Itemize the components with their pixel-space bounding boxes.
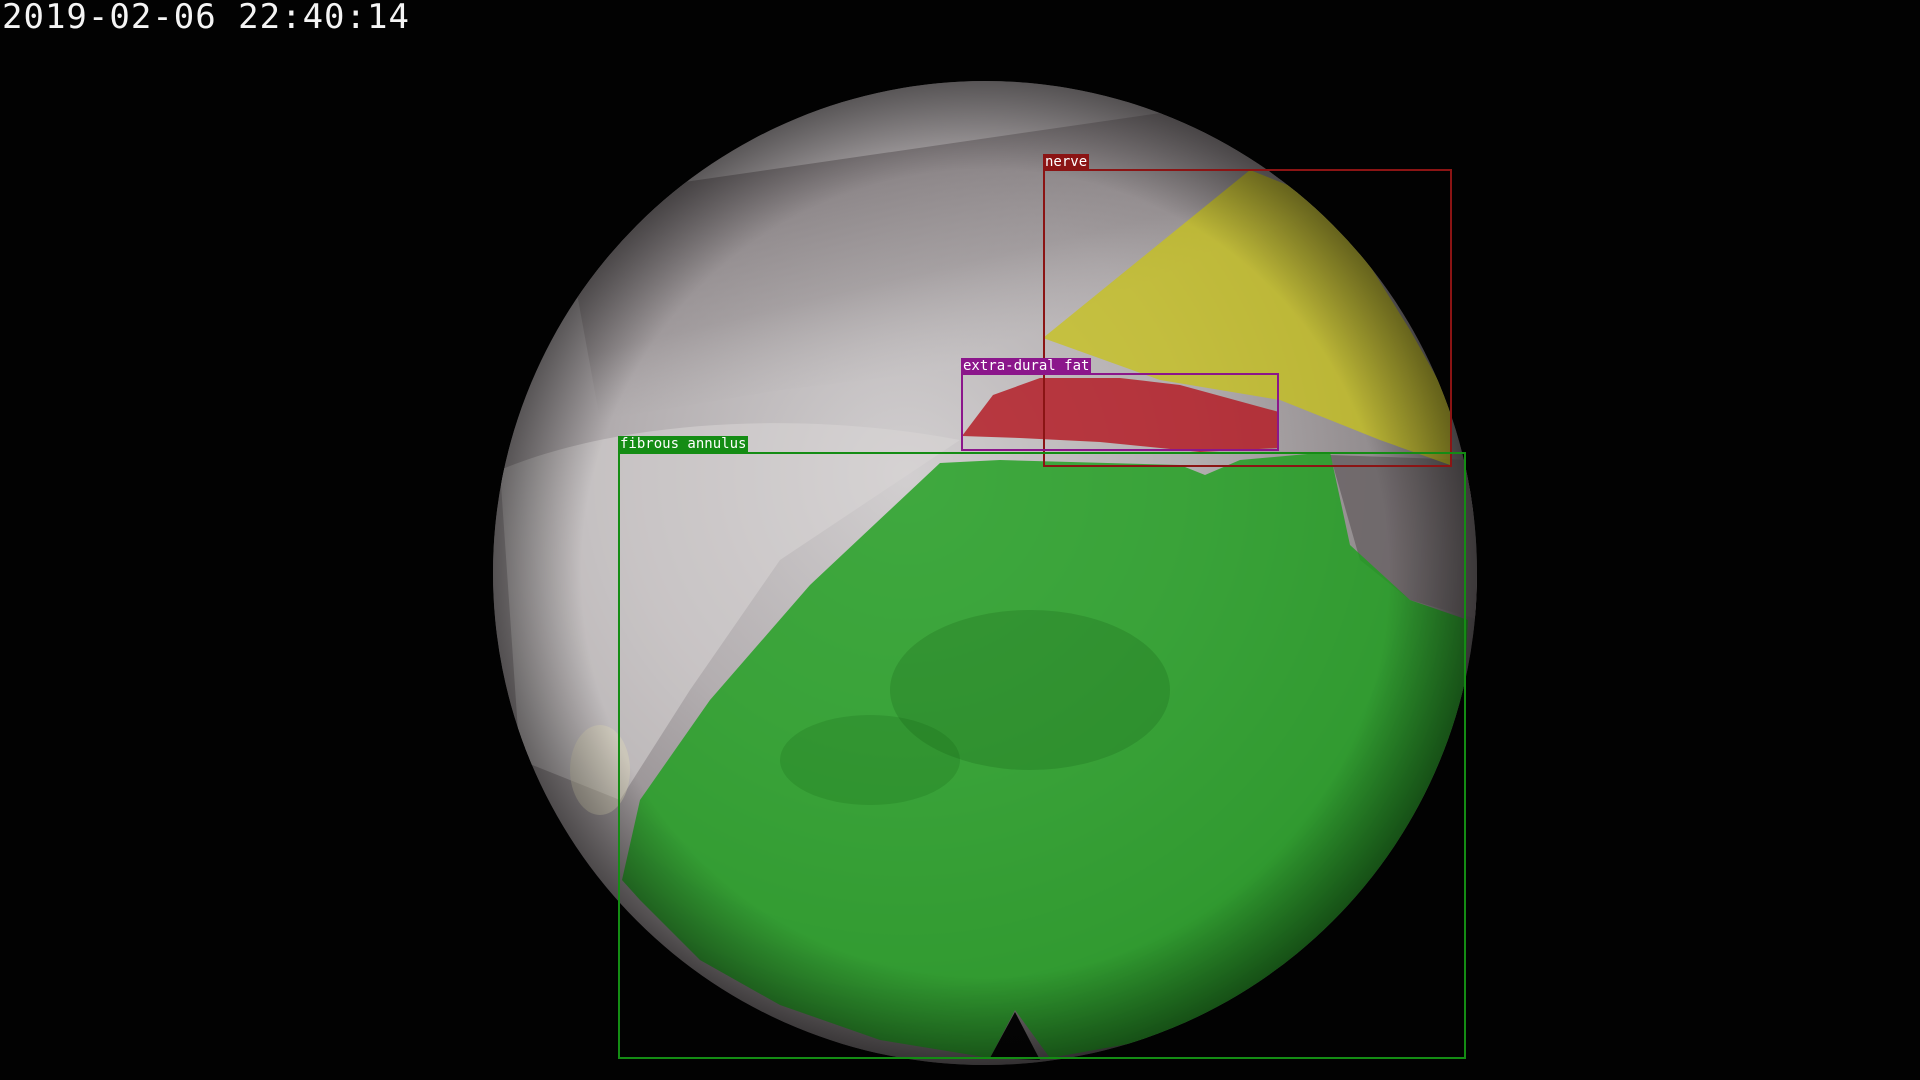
nerve-bounding-box xyxy=(1043,169,1452,467)
scope-rim xyxy=(493,81,1477,1065)
fibrous-annulus-label: fibrous annulus xyxy=(618,436,749,453)
nerve-label: nerve xyxy=(1043,154,1090,171)
extra-dural-fat-label: extra-dural fat xyxy=(961,358,1092,375)
fibrous-annulus-bounding-box xyxy=(618,452,1466,1059)
timestamp: 2019-02-06 22:40:14 xyxy=(2,0,410,37)
extra-dural-fat-bounding-box xyxy=(961,373,1279,451)
